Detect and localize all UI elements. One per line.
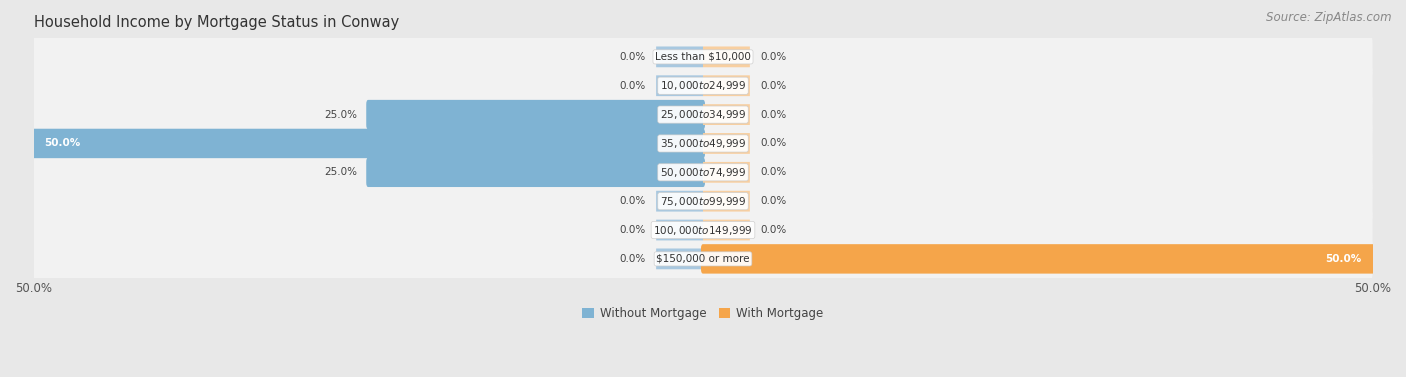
Text: 0.0%: 0.0% bbox=[619, 254, 645, 264]
FancyBboxPatch shape bbox=[657, 46, 703, 67]
FancyBboxPatch shape bbox=[703, 46, 749, 67]
FancyBboxPatch shape bbox=[703, 162, 749, 183]
Text: 0.0%: 0.0% bbox=[761, 196, 787, 206]
FancyBboxPatch shape bbox=[31, 129, 704, 158]
Text: 0.0%: 0.0% bbox=[761, 110, 787, 120]
FancyBboxPatch shape bbox=[657, 75, 703, 96]
Text: 0.0%: 0.0% bbox=[761, 167, 787, 177]
FancyBboxPatch shape bbox=[657, 191, 703, 211]
Text: 0.0%: 0.0% bbox=[761, 81, 787, 91]
Text: Less than $10,000: Less than $10,000 bbox=[655, 52, 751, 62]
Legend: Without Mortgage, With Mortgage: Without Mortgage, With Mortgage bbox=[578, 302, 828, 325]
Text: $35,000 to $49,999: $35,000 to $49,999 bbox=[659, 137, 747, 150]
FancyBboxPatch shape bbox=[34, 207, 1372, 253]
FancyBboxPatch shape bbox=[657, 220, 703, 241]
Text: $10,000 to $24,999: $10,000 to $24,999 bbox=[659, 79, 747, 92]
FancyBboxPatch shape bbox=[34, 149, 1372, 195]
FancyBboxPatch shape bbox=[657, 248, 703, 269]
Text: $100,000 to $149,999: $100,000 to $149,999 bbox=[654, 224, 752, 236]
Text: $25,000 to $34,999: $25,000 to $34,999 bbox=[659, 108, 747, 121]
FancyBboxPatch shape bbox=[34, 178, 1372, 224]
FancyBboxPatch shape bbox=[34, 120, 1372, 167]
Text: 0.0%: 0.0% bbox=[761, 52, 787, 62]
FancyBboxPatch shape bbox=[703, 133, 749, 154]
Text: Source: ZipAtlas.com: Source: ZipAtlas.com bbox=[1267, 11, 1392, 24]
FancyBboxPatch shape bbox=[34, 63, 1372, 109]
Text: $150,000 or more: $150,000 or more bbox=[657, 254, 749, 264]
Text: $75,000 to $99,999: $75,000 to $99,999 bbox=[659, 195, 747, 208]
Text: 50.0%: 50.0% bbox=[44, 138, 80, 149]
Text: 0.0%: 0.0% bbox=[619, 81, 645, 91]
Text: 0.0%: 0.0% bbox=[619, 52, 645, 62]
Text: 50.0%: 50.0% bbox=[1326, 254, 1362, 264]
Text: $50,000 to $74,999: $50,000 to $74,999 bbox=[659, 166, 747, 179]
Text: 25.0%: 25.0% bbox=[325, 110, 357, 120]
FancyBboxPatch shape bbox=[703, 191, 749, 211]
FancyBboxPatch shape bbox=[703, 104, 749, 125]
FancyBboxPatch shape bbox=[34, 92, 1372, 138]
Text: 0.0%: 0.0% bbox=[619, 196, 645, 206]
Text: 25.0%: 25.0% bbox=[325, 167, 357, 177]
FancyBboxPatch shape bbox=[366, 100, 704, 129]
FancyBboxPatch shape bbox=[34, 236, 1372, 282]
FancyBboxPatch shape bbox=[703, 220, 749, 241]
Text: Household Income by Mortgage Status in Conway: Household Income by Mortgage Status in C… bbox=[34, 15, 399, 30]
FancyBboxPatch shape bbox=[702, 244, 1375, 274]
FancyBboxPatch shape bbox=[34, 34, 1372, 80]
Text: 0.0%: 0.0% bbox=[761, 138, 787, 149]
Text: 0.0%: 0.0% bbox=[619, 225, 645, 235]
Text: 0.0%: 0.0% bbox=[761, 225, 787, 235]
FancyBboxPatch shape bbox=[366, 158, 704, 187]
FancyBboxPatch shape bbox=[703, 75, 749, 96]
